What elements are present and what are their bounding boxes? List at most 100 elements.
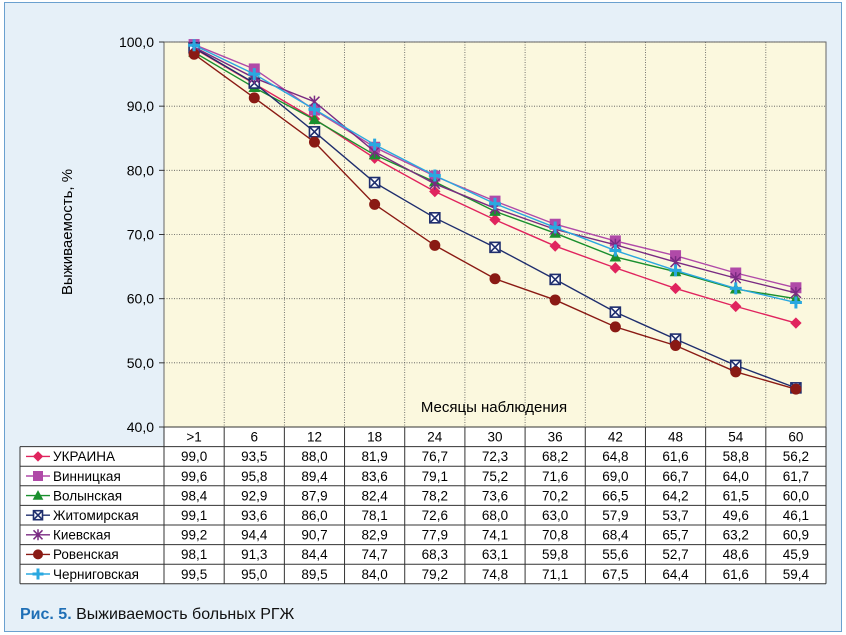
table-cell: 99,0	[181, 449, 207, 464]
table-cell: 98,4	[181, 488, 208, 503]
table-cell: 87,9	[301, 488, 327, 503]
data-point	[33, 549, 43, 560]
data-point	[188, 39, 201, 52]
table-cell: 74,7	[361, 547, 387, 562]
data-point	[308, 136, 320, 148]
table-cell: 77,9	[422, 528, 448, 543]
data-point	[489, 241, 501, 254]
x-tick-label: 36	[548, 430, 563, 445]
x-axis-title: Месяцы наблюдения	[421, 399, 567, 416]
data-point	[549, 294, 561, 306]
y-axis-title: Выживаемость, %	[59, 169, 76, 295]
x-tick-label: 6	[251, 430, 259, 445]
data-point	[669, 282, 682, 295]
table-cell: 52,7	[662, 547, 688, 562]
x-tick-label: 24	[427, 430, 443, 445]
data-point	[489, 273, 501, 285]
data-table: >1 6 12 18 24 30 36 42 48 54 60 УКРАИНА 99,0 93,5 88,0…	[19, 426, 827, 585]
table-cell: 46,1	[783, 508, 809, 523]
table-cell: 57,9	[602, 508, 628, 523]
table-cell: 95,8	[241, 469, 267, 484]
table-cell: 63,0	[542, 508, 568, 523]
legend-label: УКРАИНА	[53, 449, 115, 464]
series-6	[188, 48, 802, 395]
table-body-background	[20, 446, 826, 584]
data-point-cross	[32, 510, 44, 521]
table-cell: 81,9	[361, 449, 387, 464]
series-7	[188, 39, 802, 309]
data-point	[729, 282, 742, 295]
table-cell: 64,2	[662, 488, 688, 503]
table-cell: 99,2	[181, 528, 207, 543]
y-tick-label: 100,0	[119, 34, 154, 50]
data-point	[730, 300, 742, 313]
x-tick-label: 60	[788, 430, 803, 445]
data-point	[549, 240, 561, 252]
x-tick-label: 12	[307, 430, 322, 445]
data-point	[33, 471, 43, 481]
table-cell: 95,0	[241, 567, 267, 582]
data-point	[789, 296, 802, 309]
data-point	[730, 272, 742, 285]
data-point-cross	[549, 273, 561, 285]
table-cell: 89,5	[301, 567, 327, 582]
table-cell: 71,6	[542, 469, 568, 484]
data-point	[429, 212, 441, 224]
data-point	[32, 451, 44, 462]
legend-label: Волынская	[53, 488, 122, 503]
data-point	[549, 273, 561, 286]
table-cell: 67,5	[602, 567, 628, 582]
data-point	[669, 264, 682, 277]
table-cell: 65,7	[662, 528, 688, 543]
data-point	[489, 214, 501, 226]
data-point	[670, 340, 682, 352]
table-cell: 74,8	[482, 567, 508, 582]
plot-area: 40,0 50,0 60,0 70,0 80,0 90,0 100,0	[119, 34, 827, 435]
data-point-cross	[369, 176, 381, 189]
data-point	[308, 126, 321, 138]
legend-label: Житомирская	[53, 508, 139, 523]
table-cell: 68,4	[602, 528, 629, 543]
table-cell: 61,6	[723, 567, 749, 582]
table-cell: 93,5	[241, 449, 267, 464]
table-cell: 82,9	[361, 528, 387, 543]
table-cell: 71,1	[542, 567, 568, 582]
table-cell: 66,7	[662, 469, 688, 484]
data-point	[308, 113, 321, 125]
table-cell: 94,4	[241, 528, 268, 543]
data-point	[32, 529, 44, 541]
table-cell: 53,7	[662, 508, 688, 523]
data-point	[308, 103, 321, 116]
data-point	[489, 197, 501, 210]
y-tick-label: 60,0	[127, 291, 154, 307]
table-cell: 79,1	[422, 469, 448, 484]
table-cell: 68,0	[482, 508, 508, 523]
data-point-cross	[609, 306, 621, 318]
data-point	[790, 317, 802, 329]
table-cell: 60,0	[783, 488, 809, 503]
data-point	[790, 383, 802, 395]
table-cell: 70,2	[542, 488, 568, 503]
table-cell: 72,6	[422, 508, 448, 523]
table-cell: 78,1	[361, 508, 387, 523]
y-tick-label: 80,0	[127, 162, 154, 178]
table-cell: 59,4	[783, 567, 810, 582]
table-cell: 93,6	[241, 508, 267, 523]
table-header-background	[164, 427, 826, 447]
table-cell: 61,7	[783, 469, 809, 484]
y-tick-label: 70,0	[127, 227, 154, 243]
legend-label: Ровенская	[53, 547, 119, 562]
x-tick-label: 48	[668, 430, 683, 445]
table-cell: 89,4	[301, 469, 328, 484]
data-point	[609, 321, 621, 333]
data-point	[32, 490, 44, 500]
table-cell: 72,3	[482, 449, 508, 464]
table-cell: 66,5	[602, 488, 628, 503]
table-cell: 69,0	[602, 469, 628, 484]
x-tick-label: 18	[367, 430, 382, 445]
data-point-cross	[489, 241, 501, 253]
y-tick-label: 40,0	[127, 419, 154, 435]
data-point	[248, 92, 260, 104]
data-point	[32, 509, 44, 521]
